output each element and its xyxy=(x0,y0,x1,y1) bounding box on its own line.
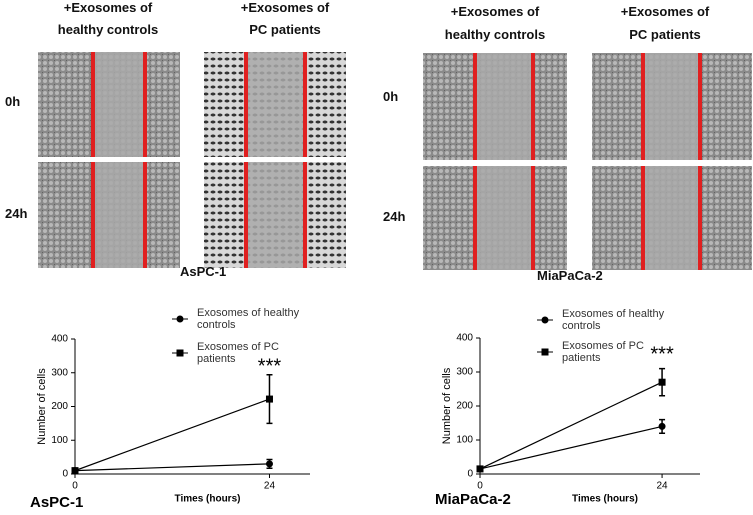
annotation: *** xyxy=(650,343,674,365)
legend-marker xyxy=(541,316,549,324)
series-line xyxy=(479,381,663,470)
y-tick-label: 300 xyxy=(51,367,68,378)
series-line xyxy=(74,398,270,472)
wound-gap xyxy=(643,53,700,160)
wound-gap xyxy=(475,53,533,160)
y-axis-label: Number of cells xyxy=(441,367,453,444)
legend-marker xyxy=(176,315,184,323)
marker xyxy=(265,460,273,468)
column-header: PC patients xyxy=(249,22,321,37)
x-tick-label: 24 xyxy=(264,481,276,492)
column-header: PC patients xyxy=(629,27,701,42)
wound-gap xyxy=(246,52,305,157)
wound-gap xyxy=(93,52,145,157)
legend-label: Exosomes of PC patients xyxy=(562,340,644,364)
y-tick-label: 400 xyxy=(51,334,68,345)
row-label: 0h xyxy=(5,94,21,109)
chart-title: AsPC-1 xyxy=(30,494,83,511)
x-tick-label: 0 xyxy=(72,481,78,492)
y-tick-label: 100 xyxy=(456,435,473,446)
series-line xyxy=(479,425,663,470)
cell-line-label: MiaPaCa-2 xyxy=(537,268,603,283)
column-header: +Exosomes of xyxy=(63,0,153,15)
series-line xyxy=(74,463,270,472)
column-header: +Exosomes of xyxy=(450,4,540,19)
y-tick-label: 200 xyxy=(51,401,68,412)
y-tick-label: 0 xyxy=(62,469,68,480)
wound-gap xyxy=(643,166,700,270)
column-header: healthy controls xyxy=(444,27,546,42)
row-label: 24h xyxy=(383,209,406,224)
legend-label: Exosomes of healthy controls xyxy=(562,308,665,332)
row-label: 24h xyxy=(5,206,28,221)
marker xyxy=(71,467,79,475)
legend-label: Exosomes of PC patients xyxy=(197,341,279,365)
x-tick-label: 0 xyxy=(477,481,483,492)
marker xyxy=(476,465,484,473)
column-header: +Exosomes of xyxy=(620,4,710,19)
wound-gap xyxy=(475,166,533,270)
marker xyxy=(658,378,666,386)
y-tick-label: 400 xyxy=(456,333,473,344)
wound-gap xyxy=(246,162,305,268)
x-axis-label: Times (hours) xyxy=(572,494,638,505)
legend-label: Exosomes of healthy controls xyxy=(197,307,300,331)
y-tick-label: 300 xyxy=(456,367,473,378)
x-tick-label: 24 xyxy=(657,481,669,492)
x-axis-label: Times (hours) xyxy=(175,494,241,505)
column-header: healthy controls xyxy=(57,22,159,37)
cell-line-label: AsPC-1 xyxy=(180,264,227,279)
legend-marker xyxy=(541,348,549,356)
y-axis-label: Number of cells xyxy=(36,368,48,445)
marker xyxy=(658,422,666,430)
wound-gap xyxy=(93,162,145,268)
column-header: +Exosomes of xyxy=(240,0,330,15)
y-tick-label: 100 xyxy=(51,435,68,446)
y-tick-label: 0 xyxy=(467,469,473,480)
row-label: 0h xyxy=(383,89,399,104)
legend-marker xyxy=(176,349,184,357)
y-tick-label: 200 xyxy=(456,401,473,412)
annotation: *** xyxy=(258,355,282,377)
marker xyxy=(265,395,273,403)
chart-title: MiaPaCa-2 xyxy=(435,491,511,508)
